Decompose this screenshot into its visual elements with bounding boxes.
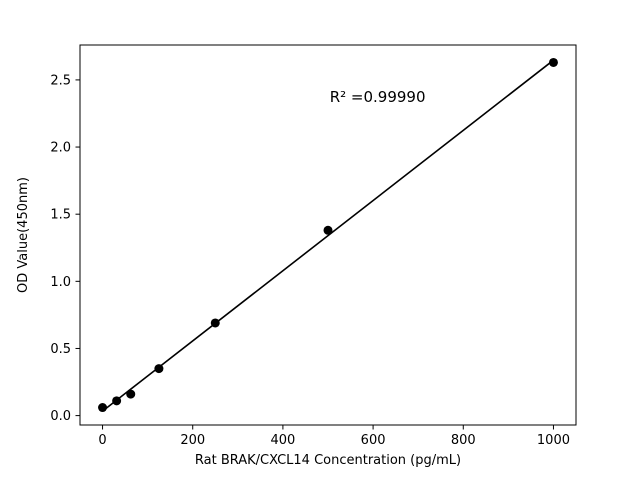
r-squared-annotation: R² =0.99990 (330, 88, 426, 106)
y-tick-label: 0.5 (50, 342, 71, 357)
data-point (126, 389, 136, 399)
data-point (112, 396, 122, 406)
x-tick-label: 800 (451, 433, 476, 448)
x-tick-label: 200 (180, 433, 205, 448)
y-tick-label: 2.5 (50, 73, 71, 88)
x-tick-label: 0 (98, 433, 106, 448)
y-tick-label: 1.5 (50, 208, 71, 223)
data-point (548, 57, 558, 67)
data-point (154, 364, 164, 374)
y-axis: 0.0 0.5 1.0 1.5 2.0 2.5 (50, 73, 80, 424)
data-point (98, 403, 108, 413)
x-axis: 0 200 400 600 800 1000 (98, 425, 570, 448)
x-axis-label: Rat BRAK/CXCL14 Concentration (pg/mL) (195, 453, 461, 468)
y-axis-label: OD Value(450nm) (16, 177, 31, 293)
data-points (98, 57, 558, 413)
y-tick-label: 2.0 (50, 141, 71, 156)
data-point (323, 225, 333, 235)
data-point (210, 318, 220, 328)
fit-line (102, 59, 554, 412)
x-tick-label: 1000 (537, 433, 570, 448)
y-tick-label: 1.0 (50, 275, 71, 290)
y-tick-label: 0.0 (50, 409, 71, 424)
x-tick-label: 400 (270, 433, 295, 448)
x-tick-label: 600 (361, 433, 386, 448)
